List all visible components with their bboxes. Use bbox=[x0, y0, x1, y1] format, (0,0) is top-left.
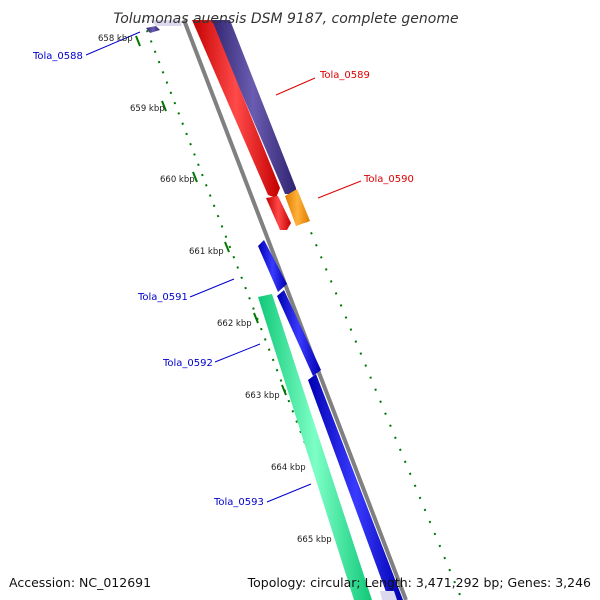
gene-tola-0593-blue bbox=[308, 374, 403, 600]
tick-mark-658 bbox=[135, 35, 141, 47]
accession-text: Accession: NC_012691 bbox=[9, 575, 151, 590]
tick-label: 659 kbp bbox=[130, 104, 165, 114]
callout-line-tola-0588 bbox=[85, 31, 141, 56]
tick-label: 662 kbp bbox=[217, 319, 252, 329]
genome-summary-text: Topology: circular; Length: 3,471,292 bp… bbox=[247, 575, 591, 590]
callout-line-tola-0590 bbox=[317, 180, 362, 199]
gene-tola-0600-partial bbox=[380, 591, 397, 600]
callout-line-tola-0589 bbox=[275, 77, 316, 96]
gene-tola-0592-blue bbox=[277, 290, 321, 376]
map-title: Tolumonas auensis DSM 9187, complete gen… bbox=[113, 11, 458, 27]
callout-line-tola-0593 bbox=[266, 483, 312, 503]
tick-label: 663 kbp bbox=[245, 391, 280, 401]
tick-mark-660 bbox=[192, 171, 198, 183]
gene-features bbox=[146, 20, 403, 600]
tick-mark-662 bbox=[253, 312, 259, 324]
gene-label-tola-0592: Tola_0592 bbox=[162, 358, 213, 369]
tick-label: 661 kbp bbox=[189, 247, 224, 257]
gene-tola-0588 bbox=[146, 26, 160, 33]
gene-tola-0589-red bbox=[192, 20, 280, 198]
gene-label-tola-0588: Tola_0588 bbox=[32, 51, 83, 62]
callout-line-tola-0592 bbox=[214, 343, 261, 363]
tick-label: 658 kbp bbox=[98, 34, 133, 44]
tick-label: 665 kbp bbox=[297, 535, 332, 545]
gene-tola-0588-bar bbox=[150, 20, 182, 26]
tick-mark-661 bbox=[224, 241, 230, 253]
tick-mark-663 bbox=[281, 384, 287, 396]
gene-callouts bbox=[85, 31, 362, 503]
gene-tola-0590-red bbox=[266, 196, 291, 230]
gene-tola-0589-purple bbox=[210, 20, 296, 194]
tick-label: 664 kbp bbox=[271, 463, 306, 473]
gene-label-tola-0590: Tola_0590 bbox=[363, 174, 414, 185]
tick-mark-659 bbox=[161, 100, 167, 112]
tick-label: 660 kbp bbox=[160, 175, 195, 185]
gene-tola-0592-green bbox=[258, 294, 372, 600]
gene-label-tola-0593: Tola_0593 bbox=[213, 497, 264, 508]
callout-line-tola-0591 bbox=[189, 278, 235, 298]
gene-tola-0590-orange bbox=[285, 189, 310, 226]
genome-backbone bbox=[182, 19, 408, 600]
tick-labels: 658 kbp 659 kbp 660 kbp 661 kbp 662 kbp … bbox=[98, 34, 332, 545]
gene-labels: Tola_0588 Tola_0589 Tola_0590 Tola_0591 … bbox=[32, 51, 414, 508]
gene-label-tola-0591: Tola_0591 bbox=[137, 292, 188, 303]
scale-major-ticks bbox=[135, 35, 342, 538]
gene-label-tola-0589: Tola_0589 bbox=[319, 70, 370, 81]
gene-tola-0591 bbox=[258, 240, 287, 292]
